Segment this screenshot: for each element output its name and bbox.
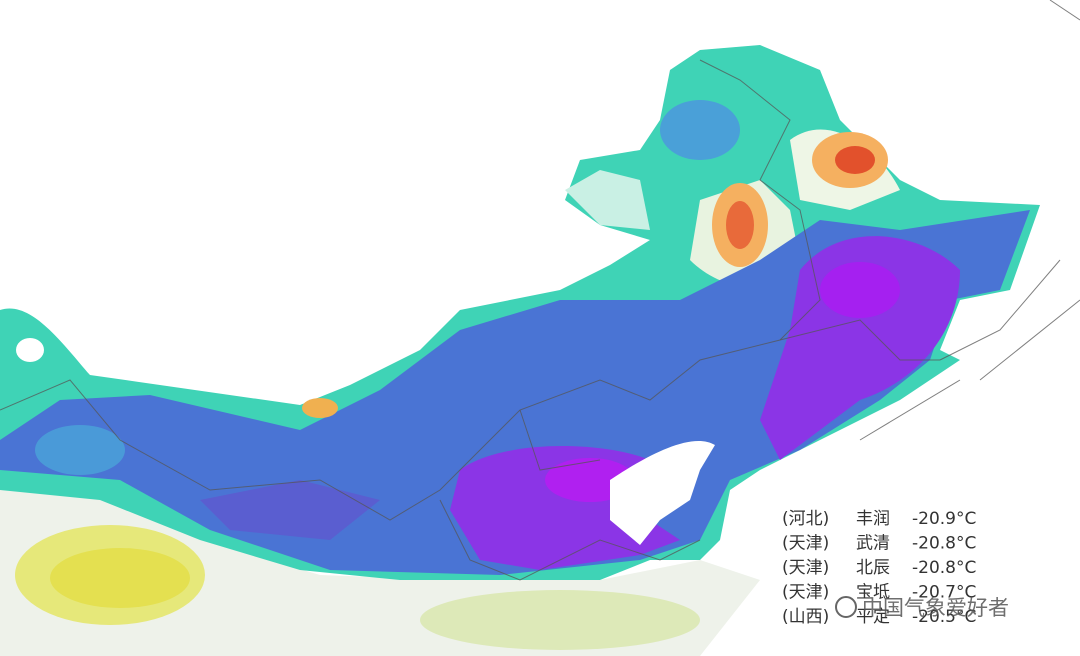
warm-area: [420, 590, 700, 650]
pale-area: [16, 338, 44, 362]
boundary: [439, 319, 940, 581]
sea: [610, 440, 715, 545]
boundary: [0, 59, 821, 521]
station-province: (天津): [782, 558, 829, 578]
station-temp: -20.8°C: [912, 558, 976, 578]
warm-spot: [302, 398, 338, 418]
colder-region: [200, 480, 380, 540]
station-temp: -20.8°C: [912, 534, 976, 554]
station-temp: -20.5°C: [912, 607, 976, 627]
station-name: 北辰: [856, 558, 890, 578]
station-name: 丰润: [856, 509, 890, 529]
watermark-icon: [835, 596, 857, 618]
pale-area: [565, 170, 650, 230]
colder-region: [35, 425, 125, 475]
station-province: (天津): [782, 583, 829, 603]
station-temp: -20.7°C: [912, 583, 976, 603]
station-name: 宝坻: [856, 583, 890, 603]
station-province: (天津): [782, 534, 829, 554]
colder-region: [660, 100, 740, 160]
colder-region: [0, 210, 1030, 575]
station-name: 武清: [856, 534, 890, 554]
watermark: 中国气象爱好者: [862, 596, 1009, 620]
station-province: (山西): [782, 607, 829, 627]
coldest-region: [760, 236, 960, 460]
station-province: (河北): [782, 509, 829, 529]
coldest-region: [820, 262, 900, 318]
station-temp: -20.9°C: [912, 509, 976, 529]
warm-spot: [835, 146, 875, 174]
warm-spot: [726, 201, 754, 249]
station-name: 平定: [856, 607, 890, 627]
station-list: (河北) 丰润 -20.9°C (天津) 武清 -20.8°C (天津) 北辰 -20.8°C (…: [782, 509, 976, 627]
boundary: [859, 0, 1080, 441]
warm-area: [50, 548, 190, 608]
